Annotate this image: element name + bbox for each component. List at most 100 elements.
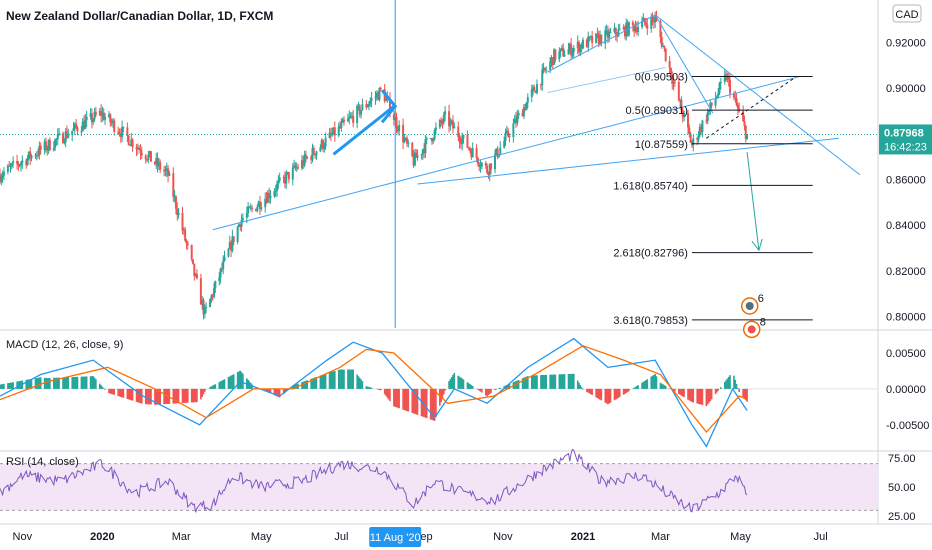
candle	[700, 124, 703, 136]
candle-body	[609, 31, 612, 33]
macd-histogram-bar	[67, 377, 70, 389]
macd-histogram-bar	[181, 388, 184, 404]
candle-body	[726, 76, 729, 80]
candle-body	[73, 123, 76, 129]
rsi-title: RSI (14, close)	[6, 456, 79, 468]
candle-body	[6, 165, 9, 172]
candle-body	[729, 80, 732, 94]
candle-body	[388, 98, 391, 115]
candle	[604, 25, 607, 50]
candle	[613, 23, 616, 34]
time-tick-label: Nov	[13, 531, 33, 543]
macd-histogram-bar	[49, 378, 51, 389]
candle	[423, 143, 426, 159]
candle	[18, 164, 21, 168]
candle-body	[255, 208, 258, 212]
candle-body	[634, 27, 637, 32]
candle-body	[571, 51, 574, 56]
macd-histogram-bar	[238, 371, 240, 389]
candle-body	[659, 21, 662, 37]
candle	[563, 50, 566, 57]
candle-body	[521, 112, 524, 117]
candle	[54, 138, 57, 151]
macd-histogram-bar	[411, 388, 414, 413]
candle	[185, 238, 188, 250]
candle	[449, 117, 452, 131]
candle	[94, 106, 97, 117]
candle-body	[146, 159, 149, 161]
candle-body	[517, 112, 520, 116]
candle-body	[331, 134, 334, 136]
event-marker-count: 8	[760, 316, 766, 328]
candle	[587, 31, 590, 52]
candle	[165, 162, 168, 177]
macd-histogram-bar	[303, 381, 306, 389]
macd-histogram-bar	[563, 374, 566, 389]
candle	[668, 56, 671, 74]
macd-histogram-bar	[490, 388, 492, 393]
macd-histogram-bar	[586, 388, 588, 392]
macd-histogram-bar	[150, 388, 152, 405]
macd-histogram-bar	[515, 381, 517, 389]
macd-histogram-bar	[521, 378, 524, 389]
macd-histogram-bar	[689, 388, 692, 402]
candle	[248, 205, 251, 209]
candle-body	[237, 224, 240, 227]
macd-histogram-bar	[444, 388, 446, 391]
candle	[669, 67, 672, 81]
candle	[131, 138, 134, 152]
macd-histogram-bar	[285, 388, 288, 392]
candle-body	[595, 33, 598, 43]
macd-histogram-bar	[301, 382, 303, 389]
macd-histogram-bar	[655, 376, 658, 389]
macd-histogram-bar	[196, 388, 198, 403]
candle-body	[457, 126, 460, 137]
candle	[479, 159, 482, 173]
price-tick-label: 0.82000	[886, 266, 926, 278]
macd-histogram-bar	[54, 377, 56, 389]
candle	[596, 27, 599, 39]
candle-body	[148, 151, 151, 155]
candle	[570, 37, 573, 60]
candle-body	[650, 17, 653, 29]
macd-histogram-bar	[240, 372, 243, 389]
macd-histogram-bar	[159, 388, 161, 405]
candle	[107, 110, 110, 119]
candle	[697, 131, 700, 143]
macd-histogram-bar	[559, 374, 562, 389]
candle-body	[173, 196, 176, 198]
candle-body	[247, 206, 250, 213]
macd-histogram-bar	[56, 377, 59, 389]
macd-histogram-bar	[155, 388, 158, 405]
candle	[195, 269, 198, 280]
macd-histogram-bar	[131, 388, 134, 401]
candle-body	[139, 149, 142, 154]
macd-histogram-bar	[643, 380, 646, 389]
macd-histogram-bar	[734, 379, 737, 389]
candle-body	[570, 44, 573, 56]
candle-body	[205, 307, 208, 309]
candle-body	[562, 47, 565, 57]
candle	[63, 138, 66, 145]
candle-body	[687, 113, 689, 128]
candle	[83, 115, 86, 130]
macd-histogram-bar	[45, 377, 47, 389]
candle-body	[550, 57, 553, 62]
candle-body	[167, 168, 170, 176]
currency-badge[interactable]: CAD	[892, 4, 922, 23]
candle-body	[700, 126, 703, 132]
candle-body	[549, 61, 552, 70]
macd-histogram-bar	[393, 388, 395, 407]
candle-body	[625, 22, 628, 37]
macd-histogram-bar	[679, 388, 681, 395]
candle	[698, 123, 701, 138]
macd-histogram-bar	[85, 376, 88, 389]
candle	[249, 203, 252, 211]
candle-body	[258, 201, 261, 210]
candle	[595, 33, 598, 44]
candle-body	[708, 109, 711, 113]
macd-histogram-bar	[34, 378, 37, 389]
candle-body	[340, 122, 343, 128]
macd-histogram-bar	[30, 378, 33, 389]
